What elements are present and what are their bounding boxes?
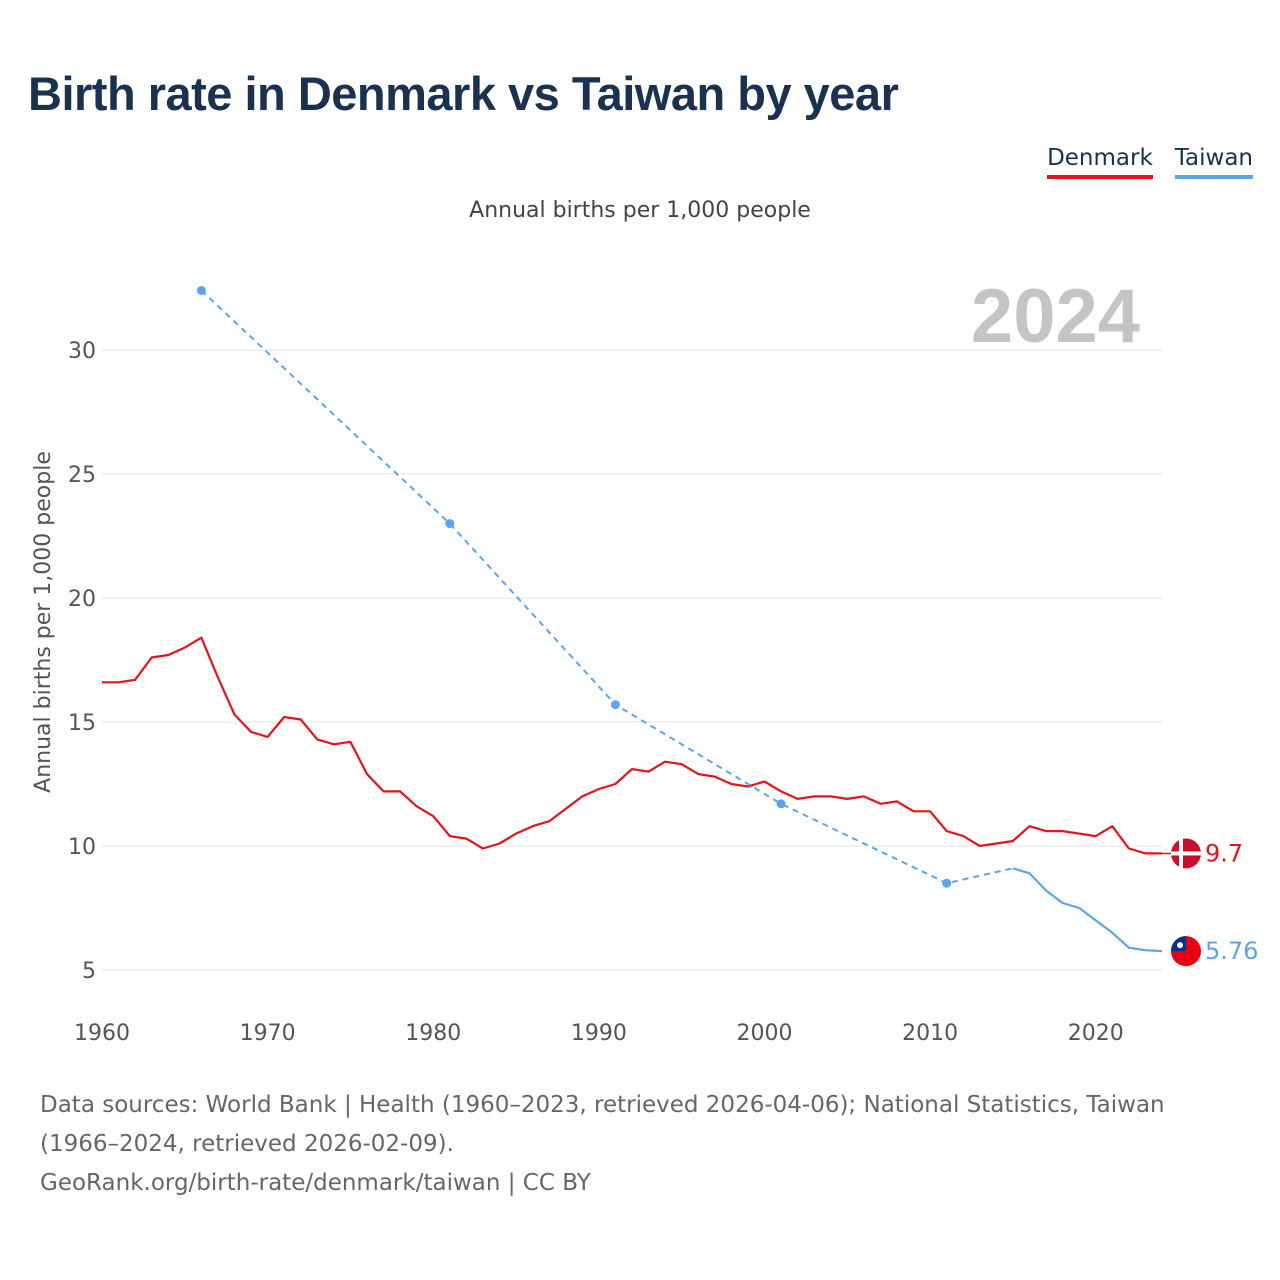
y-tick-label: 25	[68, 463, 96, 488]
legend-taiwan[interactable]: Taiwan	[1174, 144, 1253, 179]
x-tick-label: 2020	[1068, 1021, 1124, 1046]
flag-sun	[1177, 942, 1183, 949]
x-tick-label: 1990	[571, 1021, 627, 1046]
x-tick-label: 1980	[405, 1021, 461, 1046]
x-tick-label: 2010	[902, 1021, 958, 1046]
y-tick-label: 15	[68, 711, 96, 736]
chart-subtitle: Annual births per 1,000 people	[469, 198, 811, 223]
taiwan-flag-icon	[1171, 936, 1201, 967]
series-line-taiwan	[1012, 867, 1163, 953]
y-tick-label: 5	[82, 959, 96, 984]
data-sources: Data sources: World Bank | Health (1960–…	[40, 1092, 1165, 1157]
series-line-denmark	[102, 636, 1162, 855]
legend-denmark[interactable]: Denmark	[1047, 144, 1153, 179]
legend: Denmark Taiwan	[1047, 144, 1253, 179]
x-tick-label: 2000	[737, 1021, 793, 1046]
taiwan-data-point	[445, 519, 455, 529]
credit-link[interactable]: GeoRank.org/birth-rate/denmark/taiwan | …	[40, 1170, 591, 1196]
chart-title: Birth rate in Denmark vs Taiwan by year	[28, 67, 899, 120]
y-tick-label: 20	[68, 587, 96, 612]
y-tick-label: 10	[68, 835, 96, 860]
y-tick-label: 30	[68, 339, 96, 364]
y-axis-label: Annual births per 1,000 people	[31, 451, 56, 793]
taiwan-data-point	[196, 285, 206, 295]
x-tick-label: 1970	[240, 1021, 296, 1046]
year-watermark: 2024	[971, 274, 1140, 359]
series-line-taiwan-sparse	[200, 289, 1014, 885]
x-tick-label: 1960	[74, 1021, 130, 1046]
denmark-end-label: 9.7	[1205, 839, 1243, 867]
denmark-flag-icon	[1171, 838, 1201, 869]
taiwan-data-point	[610, 700, 620, 710]
footer: Data sources: World Bank | Health (1960–…	[40, 1086, 1250, 1203]
taiwan-data-point	[776, 799, 786, 809]
taiwan-end-label: 5.76	[1205, 937, 1258, 965]
taiwan-data-point	[942, 878, 952, 888]
flag-cross-h	[1171, 851, 1201, 856]
